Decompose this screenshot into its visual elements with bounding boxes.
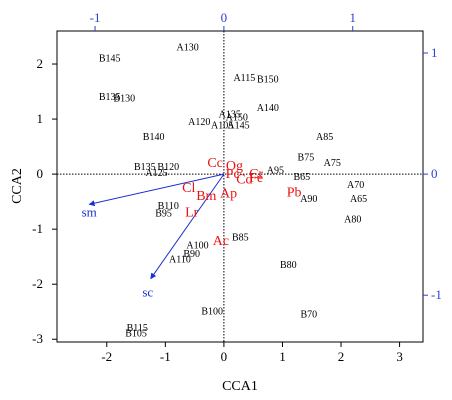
x-tick-label: 2 — [338, 349, 345, 364]
x-tick-label: 3 — [396, 349, 403, 364]
species-label-Og: Og — [226, 159, 243, 174]
site-label-B110: B110 — [158, 201, 179, 212]
vector-label-sm: sm — [82, 205, 97, 220]
y-tick-label: -1 — [32, 221, 43, 236]
site-label-A145: A145 — [227, 121, 249, 132]
site-label-B115: B115 — [127, 323, 148, 334]
site-label-B135: B135 — [134, 162, 156, 173]
y-tick-label: -2 — [32, 276, 43, 291]
x-tick-label: 0 — [221, 349, 228, 364]
species-label-Bm: Bm — [196, 189, 216, 204]
site-label-B90: B90 — [183, 249, 200, 260]
site-label-A120: A120 — [188, 117, 210, 128]
site-label-A85: A85 — [316, 132, 333, 143]
site-label-B85: B85 — [232, 232, 249, 243]
site-label-B120: B120 — [157, 162, 179, 173]
species-label-Cr: Cr — [249, 167, 263, 182]
site-label-B130: B130 — [114, 94, 136, 105]
site-label-A95: A95 — [267, 165, 284, 176]
vector-arrow-sm — [88, 173, 225, 207]
site-label-A80: A80 — [344, 214, 361, 225]
site-label-B65: B65 — [293, 172, 310, 183]
top-tick-label: 1 — [349, 10, 356, 25]
site-label-A75: A75 — [324, 158, 341, 169]
y-tick-label: 1 — [37, 111, 44, 126]
site-label-A115: A115 — [233, 73, 255, 84]
x-axis-title: CCA1 — [222, 379, 258, 394]
site-label-A65: A65 — [350, 194, 367, 205]
reference-lines — [57, 31, 423, 342]
species-label-Ac: Ac — [213, 234, 229, 249]
right-tick-label: 1 — [431, 45, 438, 60]
right-tick-label: -1 — [431, 287, 442, 302]
site-label-B75: B75 — [298, 153, 315, 164]
top-tick-label: 0 — [221, 10, 228, 25]
right-tick-label: 0 — [431, 166, 438, 181]
x-tick-label: -2 — [101, 349, 112, 364]
site-label-B80: B80 — [280, 260, 297, 271]
plot-frame — [56, 30, 424, 343]
site-label-B100: B100 — [201, 307, 223, 318]
y-tick-label: -3 — [32, 331, 43, 346]
site-label-B150: B150 — [257, 74, 279, 85]
species-label-Pc: Pc — [226, 167, 240, 182]
site-label-B135: B135 — [99, 92, 121, 103]
vector-arrow-sc — [150, 173, 225, 280]
site-label-A70: A70 — [347, 180, 364, 191]
species-label-Cl: Cl — [182, 181, 195, 196]
species-label-Fe: Fe — [249, 171, 263, 186]
y-tick-label: 0 — [37, 166, 44, 181]
site-label-A140: A140 — [257, 103, 279, 114]
site-label-A110: A110 — [169, 254, 191, 265]
site-label-B145: B145 — [99, 54, 121, 65]
site-label-A150: A150 — [226, 112, 248, 123]
site-label-A100: A100 — [186, 241, 208, 252]
environment-vectors: sm sc — [82, 173, 225, 299]
vector-label-sc: sc — [142, 284, 153, 299]
site-label-B140: B140 — [143, 132, 165, 143]
site-label-A90: A90 — [300, 194, 317, 205]
site-label-A105: A105 — [211, 121, 233, 132]
axes: -2 -1 0 1 2 3 -3 -2 -1 0 1 2 -1 0 1 -1 0 1 — [32, 10, 442, 364]
site-label-B70: B70 — [300, 309, 317, 320]
site-label-B95: B95 — [155, 209, 172, 220]
site-label-A130: A130 — [176, 43, 198, 54]
species-label-Lr: Lr — [185, 206, 199, 221]
x-tick-label: 1 — [279, 349, 286, 364]
species-label-Cc: Cc — [207, 156, 223, 171]
species-label-Ap: Ap — [220, 186, 237, 201]
site-label-A125: A125 — [145, 168, 167, 179]
y-tick-label: 2 — [37, 56, 44, 71]
species-label-Cd: Cd — [236, 173, 252, 188]
site-label-B105: B105 — [125, 329, 147, 340]
site-label-A135: A135 — [219, 110, 241, 121]
top-tick-label: -1 — [90, 10, 101, 25]
y-axis-title: CCA2 — [10, 168, 25, 204]
species-label-Pb: Pb — [287, 186, 302, 201]
x-tick-label: -1 — [160, 349, 171, 364]
